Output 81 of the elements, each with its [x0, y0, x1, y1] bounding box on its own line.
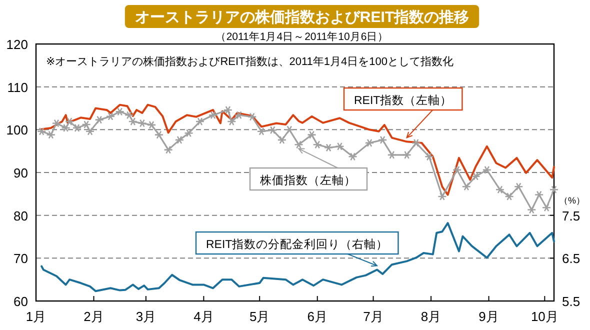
- y-tick-label: 120: [6, 37, 28, 52]
- point: [208, 110, 218, 120]
- y2-tick-label: 5.5: [562, 294, 580, 309]
- point: [85, 127, 95, 136]
- point: [164, 146, 173, 154]
- point: [268, 126, 278, 134]
- series-label: REIT指数（左軸）: [354, 94, 452, 107]
- y2-axis-title: （%）: [558, 195, 586, 206]
- point: [364, 138, 374, 148]
- y-tick-label: 100: [6, 122, 28, 138]
- point: [424, 152, 434, 161]
- point: [495, 186, 505, 194]
- point: [174, 136, 184, 144]
- point: [226, 117, 236, 126]
- point: [542, 204, 552, 212]
- x-tick-label: 3月: [136, 309, 156, 324]
- point: [82, 120, 91, 129]
- x-tick-label: 1月: [26, 309, 46, 324]
- x-tick-label: 9月: [478, 309, 499, 324]
- point: [128, 117, 138, 126]
- point: [94, 116, 104, 124]
- point: [452, 166, 462, 174]
- y-tick-label: 90: [14, 166, 28, 180]
- point: [284, 126, 294, 134]
- series-label: REIT指数の分配金利回り（右軸）: [206, 238, 388, 251]
- x-tick-label: 8月: [420, 309, 442, 324]
- point: [256, 127, 266, 136]
- point: [324, 144, 334, 152]
- point: [277, 136, 287, 144]
- x-tick-label: 6月: [307, 309, 328, 324]
- point: [46, 130, 56, 139]
- x-tick-label: 10月: [530, 309, 558, 324]
- point: [154, 130, 164, 139]
- point: [387, 150, 397, 160]
- y-tick-label: 80: [14, 208, 28, 224]
- point: [411, 138, 421, 148]
- point: [52, 119, 62, 128]
- x-tick-label: 5月: [249, 309, 270, 324]
- point: [534, 190, 544, 199]
- x-tick-label: 2月: [84, 309, 104, 324]
- point: [335, 142, 344, 150]
- point: [247, 112, 257, 121]
- point: [471, 172, 480, 180]
- chart-subtitle: （2011年1月4日～2011年10月6日）: [215, 31, 389, 43]
- point: [514, 182, 524, 191]
- chart-title: オーストラリアの株価指数およびREIT指数の推移: [134, 9, 470, 26]
- point: [549, 186, 559, 194]
- point: [184, 128, 194, 138]
- y-tick-label: 60: [14, 294, 28, 309]
- point: [36, 127, 46, 136]
- point: [115, 108, 124, 116]
- legend-label: 株価指数（左軸）: [259, 174, 356, 187]
- point: [72, 124, 82, 132]
- point: [312, 140, 322, 149]
- annotation: ※オーストラリアの株価指数およびREIT指数は、2011年1月4日を100として指数化: [46, 55, 454, 68]
- point: [348, 152, 358, 161]
- point: [138, 119, 147, 128]
- point: [106, 112, 116, 120]
- point: [195, 117, 205, 126]
- point: [61, 124, 70, 132]
- point: [307, 130, 316, 139]
- point: [504, 192, 514, 201]
- x-tick-label: 4月: [194, 309, 214, 324]
- point: [234, 110, 244, 120]
- point: [223, 106, 233, 114]
- point: [526, 206, 536, 214]
- y2-tick-label: 6.5: [562, 251, 580, 266]
- x-tick-label: 7月: [363, 309, 384, 324]
- point: [438, 192, 447, 201]
- point: [378, 136, 388, 144]
- point: [294, 140, 304, 149]
- point: [462, 182, 472, 191]
- point: [402, 150, 412, 160]
- point: [124, 110, 134, 120]
- y-tick-label: 110: [7, 80, 28, 95]
- y-tick-label: 70: [14, 251, 28, 266]
- title: オーストラリアの株価指数およびREIT指数の推移: [124, 5, 480, 28]
- point: [146, 120, 156, 130]
- point: [482, 166, 492, 174]
- point: [64, 117, 74, 126]
- y2-tick-label: 7.5: [562, 208, 580, 224]
